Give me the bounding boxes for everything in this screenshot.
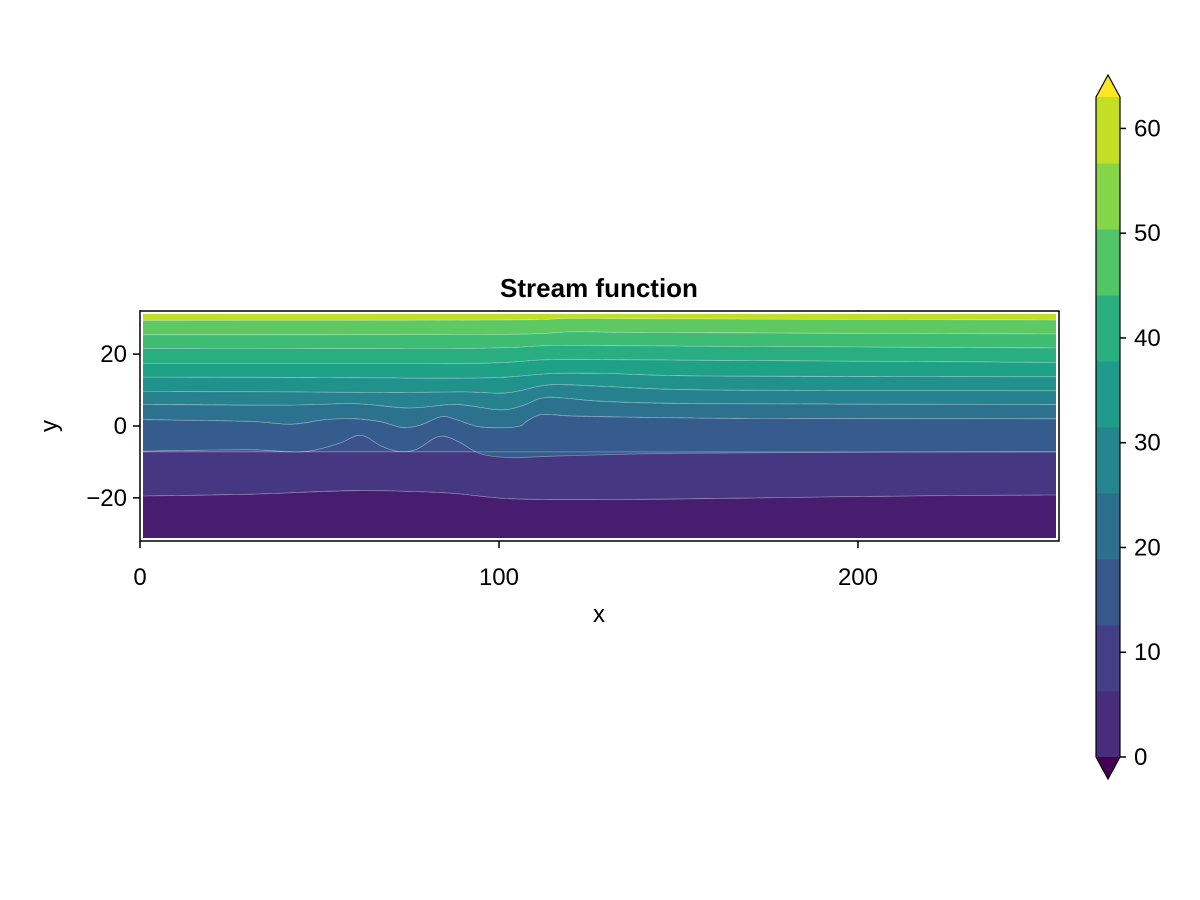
x-tick-label: 100 (479, 564, 519, 591)
colorbar-tick-label: 0 (1134, 744, 1147, 771)
colorbar-segment (1096, 229, 1120, 296)
colorbar-under-triangle (1096, 757, 1120, 779)
colorbar-segment (1096, 163, 1120, 230)
contour-band (140, 452, 1059, 500)
colorbar-segment (1096, 691, 1120, 758)
y-axis: −20 0 20 (86, 341, 140, 512)
colorbar-tick-label: 50 (1134, 220, 1161, 247)
colorbar-segment (1096, 625, 1120, 692)
y-axis-label: y (36, 420, 63, 432)
colorbar-tick-label: 60 (1134, 115, 1161, 142)
colorbar-tick-label: 20 (1134, 534, 1161, 561)
x-tick-label: 200 (838, 564, 878, 591)
colorbar-over-triangle (1096, 75, 1120, 97)
plot-area (135, 306, 1064, 546)
colorbar-segment (1096, 493, 1120, 560)
colorbar-segment (1096, 427, 1120, 494)
colorbar-segment (1096, 559, 1120, 626)
colorbar-segment (1096, 295, 1120, 362)
colorbar-tick-label: 30 (1134, 430, 1161, 457)
chart-title: Stream function (500, 273, 698, 303)
y-tick-label: 0 (114, 413, 127, 440)
contour-bands (135, 306, 1064, 546)
colorbar-tick-label: 40 (1134, 325, 1161, 352)
colorbar-tick-label: 10 (1134, 639, 1161, 666)
x-axis-label: x (593, 601, 605, 628)
colorbar: 0 10 20 30 40 50 60 (1096, 75, 1161, 779)
colorbar-segment (1096, 361, 1120, 428)
y-tick-label: 20 (100, 341, 127, 368)
colorbar-segment (1096, 97, 1120, 164)
x-tick-label: 0 (133, 564, 146, 591)
y-tick-label: −20 (86, 485, 127, 512)
